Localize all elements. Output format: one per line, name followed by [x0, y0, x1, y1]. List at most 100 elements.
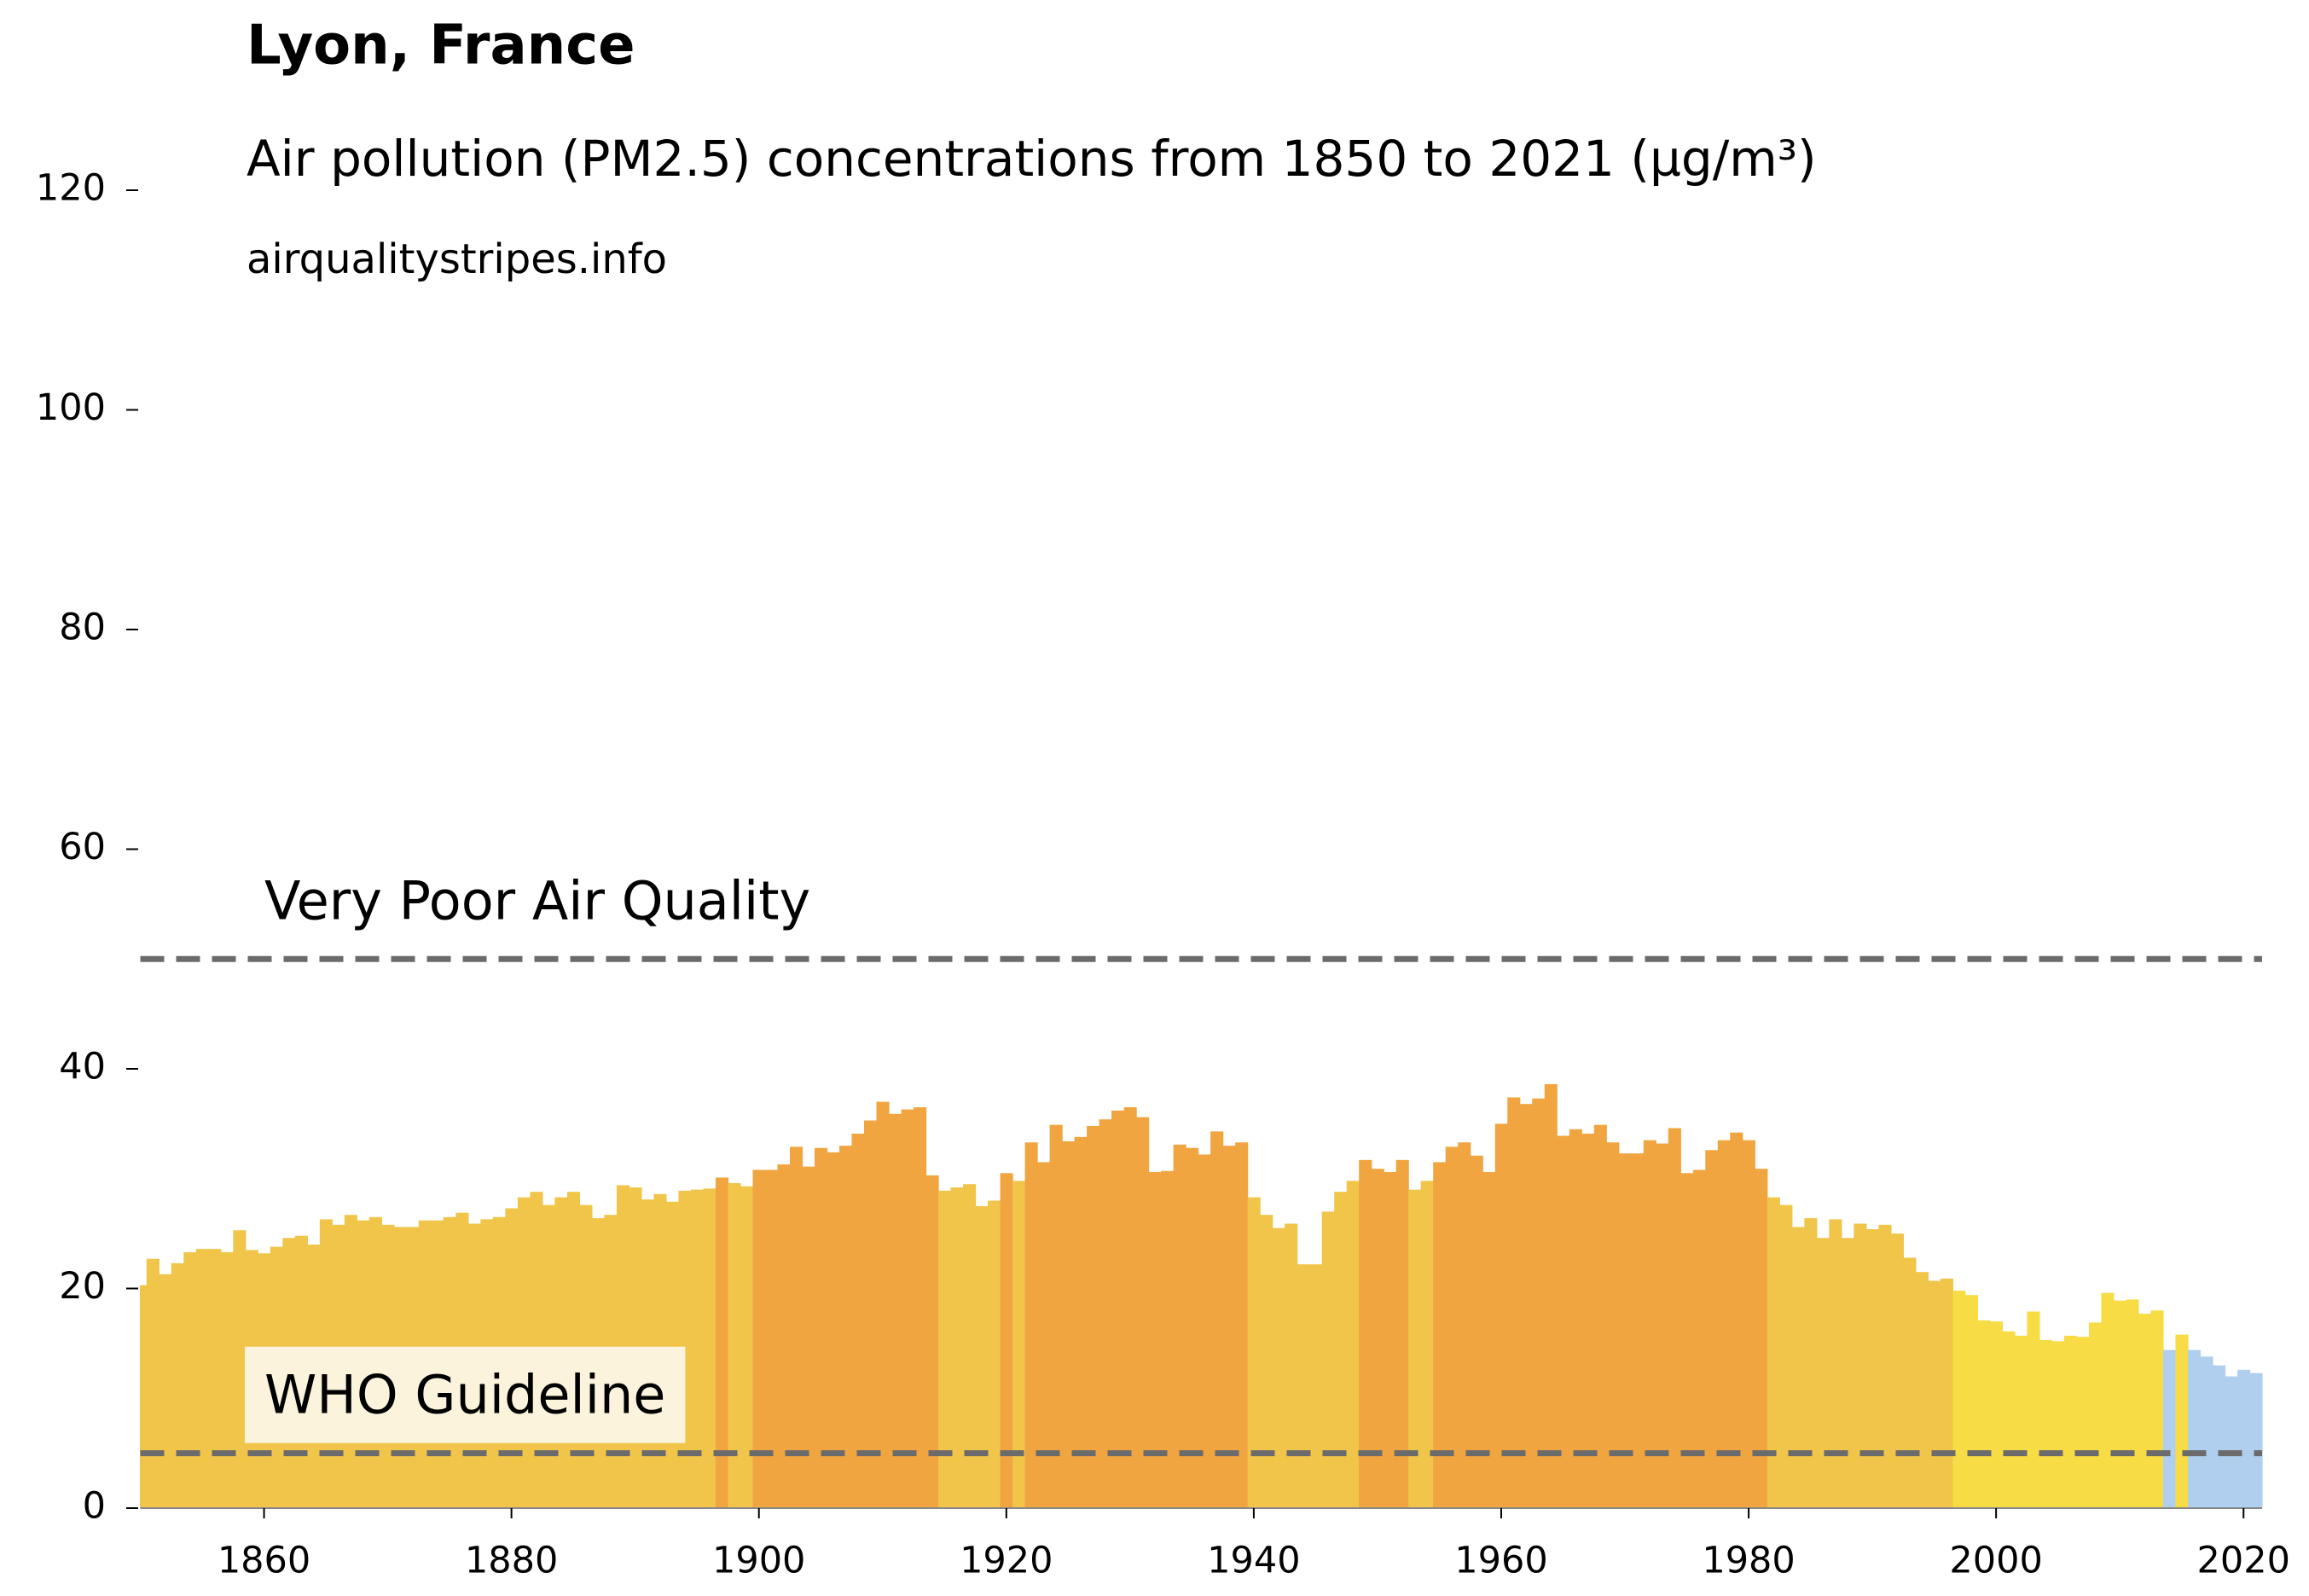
bar — [2225, 1376, 2238, 1508]
bar — [2002, 1331, 2016, 1508]
bar — [814, 1147, 828, 1508]
bar — [140, 1285, 148, 1508]
bar — [1692, 1169, 1706, 1508]
bar — [208, 1249, 222, 1508]
bar — [1173, 1144, 1186, 1508]
bar — [1656, 1143, 1669, 1508]
bar — [1507, 1097, 1521, 1508]
bar — [1062, 1140, 1076, 1508]
bar — [2138, 1314, 2152, 1508]
bar — [1408, 1189, 1422, 1508]
bar — [1581, 1133, 1595, 1508]
bar — [1371, 1169, 1384, 1508]
bar — [1989, 1321, 2004, 1508]
label-box — [245, 1346, 686, 1443]
bar — [1705, 1150, 1719, 1508]
bar — [764, 1169, 779, 1508]
bar — [220, 1252, 234, 1508]
bar — [1952, 1291, 1966, 1508]
y-tick-label: 120 — [36, 167, 106, 210]
bar — [728, 1182, 741, 1508]
x-tick-label: 1900 — [712, 1540, 805, 1582]
bar — [703, 1188, 716, 1508]
bar — [1235, 1142, 1249, 1508]
bar — [2126, 1299, 2139, 1508]
bar — [1557, 1135, 1570, 1508]
bar — [1643, 1140, 1656, 1508]
bar — [1260, 1215, 1273, 1508]
bar — [1012, 1181, 1026, 1508]
bar — [1297, 1264, 1310, 1508]
bar — [1569, 1129, 1582, 1508]
bar — [1186, 1147, 1199, 1508]
y-tick-label: 80 — [59, 606, 106, 649]
bar — [1334, 1192, 1348, 1508]
bar — [1755, 1169, 1768, 1508]
bar — [1049, 1124, 1063, 1508]
x-tick-label: 1920 — [960, 1540, 1053, 1582]
bar — [1198, 1154, 1211, 1508]
bar — [1940, 1278, 1953, 1508]
bar — [1890, 1233, 1904, 1508]
bar — [1395, 1159, 1409, 1508]
bar — [1717, 1140, 1731, 1508]
bar — [1829, 1219, 1842, 1508]
bar — [2200, 1356, 2213, 1508]
y-tick-label: 40 — [59, 1046, 106, 1088]
bar — [838, 1146, 853, 1508]
bar — [1730, 1132, 1743, 1508]
bar — [2051, 1341, 2065, 1508]
bar — [2150, 1310, 2164, 1508]
bar — [876, 1101, 890, 1508]
bar — [1384, 1172, 1397, 1508]
bar — [1618, 1153, 1632, 1508]
bar — [1606, 1142, 1620, 1508]
bar — [827, 1152, 840, 1508]
bar — [1433, 1162, 1447, 1508]
bars — [140, 1084, 2263, 1508]
x-tick-label: 2020 — [2197, 1540, 2290, 1582]
bar — [2014, 1335, 2028, 1508]
bar — [1964, 1295, 1978, 1508]
bar — [195, 1249, 209, 1508]
bar — [2088, 1322, 2103, 1508]
bar — [2187, 1349, 2202, 1508]
bar — [1247, 1197, 1261, 1508]
bar — [1111, 1110, 1125, 1508]
bar — [1903, 1257, 1917, 1508]
chart-title: Lyon, France — [247, 15, 635, 78]
bar — [2039, 1340, 2053, 1508]
y-tick-label: 20 — [59, 1265, 106, 1308]
bar — [1136, 1117, 1150, 1508]
bar — [1161, 1170, 1175, 1508]
bar — [1532, 1098, 1546, 1508]
bar — [1668, 1128, 1681, 1508]
x-tick-label: 1860 — [218, 1540, 310, 1582]
bar — [1285, 1223, 1298, 1508]
bar — [950, 1187, 964, 1508]
bar — [1816, 1238, 1830, 1508]
chart-subtitle: Air pollution (PM2.5) concentrations fro… — [247, 130, 1817, 188]
x-tick-label: 1980 — [1702, 1540, 1795, 1582]
bar — [2027, 1311, 2040, 1508]
bar — [938, 1190, 952, 1508]
bar — [1804, 1218, 1818, 1508]
bar — [690, 1189, 705, 1508]
bar — [171, 1262, 184, 1508]
reference-label: WHO Guideline — [264, 1364, 665, 1426]
bar — [2076, 1337, 2090, 1508]
bar — [1977, 1320, 1991, 1508]
bar — [1878, 1224, 1892, 1508]
x-tick-label: 1960 — [1454, 1540, 1547, 1582]
bar — [183, 1252, 197, 1508]
bar — [2162, 1349, 2177, 1508]
bar — [1779, 1204, 1793, 1508]
bar — [789, 1146, 804, 1508]
bar — [1915, 1272, 1929, 1508]
x-tick-label: 1880 — [465, 1540, 558, 1582]
bar — [975, 1205, 989, 1508]
bar — [988, 1200, 1001, 1508]
bar — [1519, 1104, 1533, 1508]
bar — [914, 1107, 927, 1508]
